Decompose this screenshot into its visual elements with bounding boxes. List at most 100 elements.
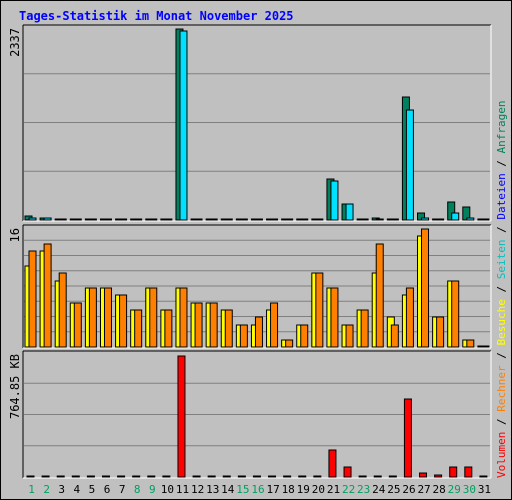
x-tick-label: 31 [478,483,491,496]
bar-rechner [315,272,324,348]
bar-rechner [466,339,475,348]
bar-dateien [300,218,309,221]
x-tick-label: 17 [266,483,279,496]
bar-rechner [239,324,248,348]
bar-rechner [285,339,294,348]
x-tick-label: 24 [372,483,386,496]
bar-dateien [164,218,173,221]
x-tick-label: 23 [357,483,370,496]
x-tick-label: 29 [448,483,461,496]
bar-dateien [149,218,158,221]
right-legend: Volumen / Rechner / Besuche / Seiten / D… [495,100,508,478]
legend-entry: Volumen [495,432,508,478]
x-tick-label: 8 [134,483,141,496]
legend-entry: / [495,412,508,432]
bar-dateien [209,218,218,221]
legend-entry: / [495,279,508,299]
x-tick-label: 14 [221,483,235,496]
bar-dateien [119,218,128,221]
bar-dateien [73,218,82,221]
bar-volumen [132,475,141,478]
x-tick-label: 26 [402,483,415,496]
bar-rechner [149,287,158,348]
bar-rechner [58,272,67,348]
legend-entry: / [495,346,508,366]
x-tick-label: 6 [104,483,111,496]
x-tick-label: 13 [206,483,219,496]
bar-dateien [88,218,97,221]
x-tick-label: 12 [191,483,204,496]
bar-dateien [179,30,188,221]
bar-rechner [451,280,460,348]
bar-rechner [421,228,430,348]
bar-volumen [434,474,443,478]
bar-volumen [86,475,95,478]
bar-rechner [375,243,384,348]
bar-dateien [270,218,279,221]
chart-title: Tages-Statistik im Monat November 2025 [19,9,294,23]
bar-rechner [405,287,414,348]
bar-rechner [43,243,52,348]
bar-rechner [390,324,399,348]
bar-volumen [177,355,186,478]
x-tick-label: 15 [236,483,249,496]
x-tick-label: 21 [327,483,340,496]
bar-volumen [343,466,352,478]
bar-volumen [71,475,80,478]
bar-rechner [209,302,218,348]
bar-dateien [390,218,399,221]
bar-dateien [315,218,324,221]
bar-volumen [449,466,458,478]
bar-rechner [224,309,233,348]
bar-rechner [28,250,37,348]
bar-rechner [119,294,128,348]
bar-dateien [330,180,339,221]
x-tick-label: 7 [119,483,126,496]
bar-dateien [254,218,263,221]
x-tick-label: 25 [387,483,400,496]
bar-volumen [237,475,246,478]
bar-volumen [358,475,367,478]
bar-rechner [270,302,279,348]
bar-volumen [192,475,201,478]
bar-dateien [103,218,112,221]
bar-dateien [28,217,37,221]
bar-rechner [300,324,309,348]
legend-entry: / [495,153,508,173]
y-max-label-middle: 16 [8,228,22,242]
x-tick-label: 5 [89,483,96,496]
bar-volumen [388,475,397,478]
bar-rechner [194,302,203,348]
y-max-label-bottom: 764.85 KB [8,354,22,419]
y-max-label-top: 2337 [8,28,22,57]
legend-entry: / [495,220,508,240]
bar-rechner [330,287,339,348]
legend-entry: Seiten [495,240,508,280]
bar-volumen [252,475,261,478]
bar-dateien [421,217,430,221]
bar-dateien [58,218,67,221]
bar-dateien [451,212,460,221]
bar-rechner [481,345,490,348]
bar-rechner [164,309,173,348]
bar-rechner [73,302,82,348]
bar-volumen [403,398,412,478]
x-tick-label: 28 [433,483,446,496]
bar-rechner [436,316,445,348]
bar-volumen [298,475,307,478]
bar-volumen [207,475,216,478]
bar-dateien [375,218,384,221]
bar-dateien [239,218,248,221]
x-tick-label: 16 [251,483,264,496]
bar-volumen [419,472,428,478]
bar-volumen [479,475,488,478]
bar-dateien [436,218,445,221]
bar-dateien [224,218,233,221]
bar-rechner [134,309,143,348]
x-tick-label: 20 [312,483,325,496]
bar-dateien [481,218,490,221]
x-tick-label: 18 [282,483,295,496]
bar-dateien [134,218,143,221]
